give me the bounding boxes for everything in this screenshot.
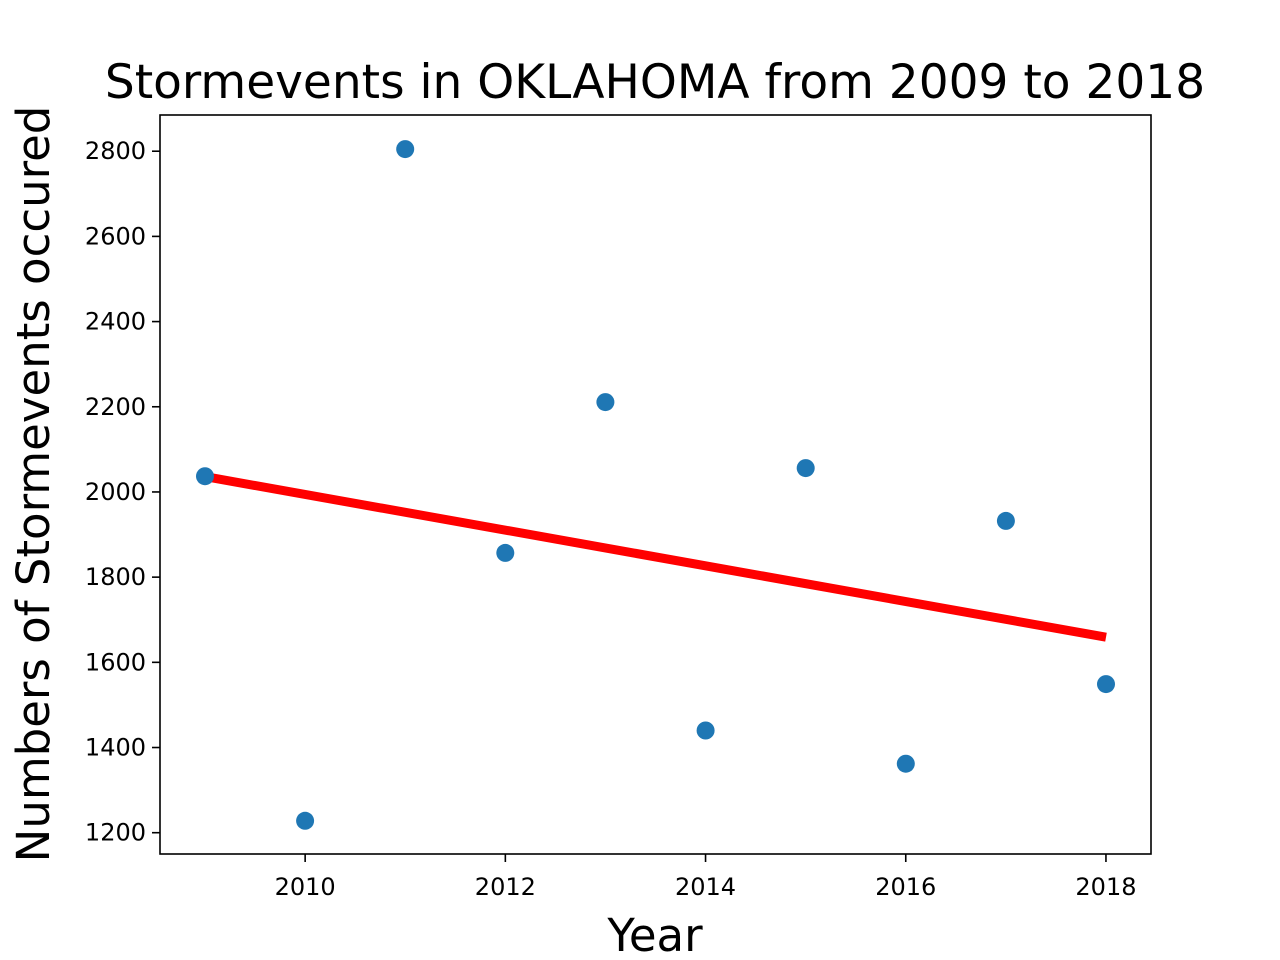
y-axis: 1200 1400 1600 1800 2000 2200 2400 2600 2800 <box>85 137 160 847</box>
data-point <box>596 393 615 412</box>
chart-title: Stormevents in OKLAHOMA from 2009 to 201… <box>105 55 1205 110</box>
y-tick-label: 1800 <box>85 563 146 591</box>
y-tick-label: 1600 <box>85 648 146 676</box>
x-tick-label: 2016 <box>875 873 936 901</box>
data-point <box>396 140 415 159</box>
y-tick-label: 2600 <box>85 222 146 250</box>
data-point <box>796 459 815 478</box>
data-point <box>696 721 715 740</box>
data-point <box>896 754 915 773</box>
y-tick-label: 1400 <box>85 734 146 762</box>
data-point <box>1097 675 1115 694</box>
x-tick-label: 2012 <box>475 873 536 901</box>
y-tick-label: 2800 <box>85 137 146 165</box>
x-tick-label: 2010 <box>275 873 336 901</box>
data-point <box>296 811 315 830</box>
data-point <box>996 511 1015 530</box>
y-tick-label: 2000 <box>85 478 146 506</box>
x-axis: 2010 2012 2014 2016 2018 <box>275 854 1136 901</box>
plot-area <box>196 140 1115 830</box>
y-tick-label: 2400 <box>85 308 146 336</box>
y-tick-label: 1200 <box>85 819 146 847</box>
x-axis-label: Year <box>606 909 703 960</box>
y-axis-label: Numbers of Stormevents occured <box>7 106 60 863</box>
x-tick-label: 2014 <box>675 873 736 901</box>
trend-line <box>204 472 1107 642</box>
plot-frame <box>159 114 1152 855</box>
data-point <box>496 543 515 562</box>
x-tick-label: 2018 <box>1075 873 1136 901</box>
data-point <box>196 467 214 486</box>
y-tick-label: 2200 <box>85 393 146 421</box>
